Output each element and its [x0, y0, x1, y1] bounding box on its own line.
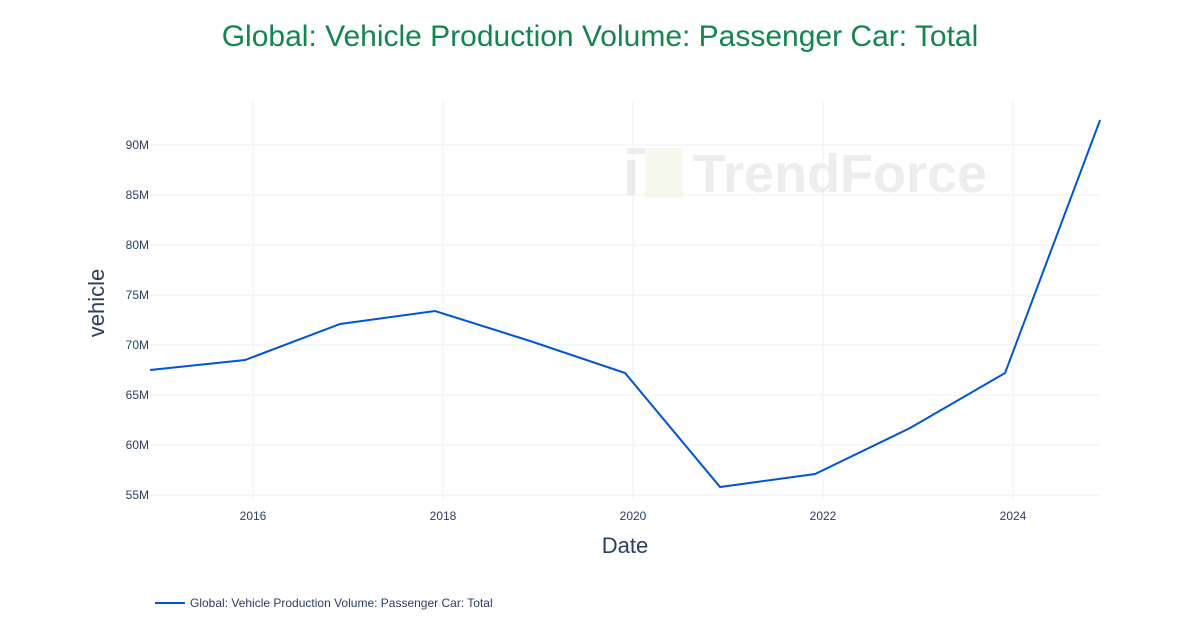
watermark-logo: TrendForce — [627, 144, 987, 204]
y-axis-ticks: 55M 60M 65M 70M 75M 80M 85M 90M — [126, 138, 149, 502]
legend-swatch — [155, 602, 185, 604]
x-tick-label: 2016 — [240, 509, 267, 523]
y-axis-label: vehicle — [84, 269, 109, 337]
x-axis-ticks: 2016 2018 2020 2022 2024 — [240, 509, 1027, 523]
legend-label: Global: Vehicle Production Volume: Passe… — [190, 596, 493, 610]
y-tick-label: 65M — [126, 388, 149, 402]
chart-title: Global: Vehicle Production Volume: Passe… — [221, 20, 979, 53]
grid — [150, 100, 1100, 500]
y-tick-label: 70M — [126, 338, 149, 352]
y-tick-label: 55M — [126, 488, 149, 502]
series-lines — [149, 119, 1102, 489]
x-axis-label: Date — [602, 533, 648, 558]
y-tick-label: 75M — [126, 288, 149, 302]
y-tick-label: 80M — [126, 238, 149, 252]
y-tick-label: 90M — [126, 138, 149, 152]
x-tick-label: 2018 — [430, 509, 457, 523]
x-tick-label: 2024 — [1000, 509, 1027, 523]
legend[interactable]: Global: Vehicle Production Volume: Passe… — [155, 596, 493, 610]
y-tick-label: 60M — [126, 438, 149, 452]
x-tick-label: 2022 — [810, 509, 837, 523]
y-tick-label: 85M — [126, 188, 149, 202]
svg-text:TrendForce: TrendForce — [693, 144, 987, 204]
series-line — [149, 119, 1102, 489]
x-tick-label: 2020 — [620, 509, 647, 523]
